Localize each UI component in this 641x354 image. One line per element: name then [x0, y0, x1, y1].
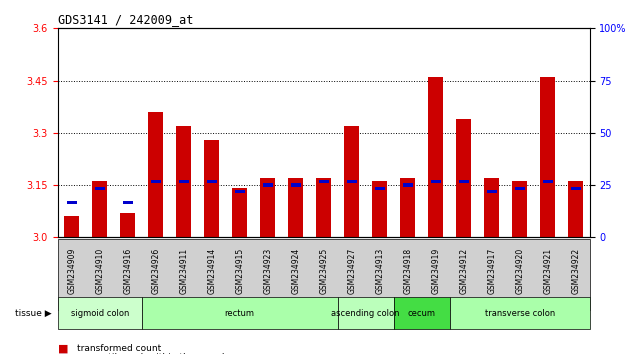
- Bar: [456, 119, 471, 237]
- Text: GSM234923: GSM234923: [263, 248, 272, 294]
- Bar: [431, 180, 441, 183]
- Bar: [288, 178, 303, 237]
- Bar: [122, 201, 133, 204]
- Bar: [515, 187, 525, 190]
- Bar: [291, 183, 301, 187]
- Text: GSM234922: GSM234922: [571, 248, 580, 294]
- Text: GSM234927: GSM234927: [347, 248, 356, 294]
- Bar: [92, 182, 108, 237]
- Text: tissue ▶: tissue ▶: [15, 309, 51, 318]
- Text: ■: ■: [58, 344, 68, 354]
- Bar: [540, 77, 555, 237]
- Bar: [319, 180, 329, 183]
- Text: GSM234913: GSM234913: [375, 248, 384, 294]
- Text: GSM234911: GSM234911: [179, 248, 188, 294]
- Text: GDS3141 / 242009_at: GDS3141 / 242009_at: [58, 13, 193, 26]
- Bar: [263, 183, 272, 187]
- Text: GSM234920: GSM234920: [515, 248, 524, 294]
- Bar: [206, 180, 217, 183]
- Bar: [148, 112, 163, 237]
- Text: GSM234909: GSM234909: [67, 248, 76, 294]
- Text: GSM234926: GSM234926: [151, 248, 160, 294]
- Bar: [400, 178, 415, 237]
- Bar: [459, 180, 469, 183]
- Bar: [120, 213, 135, 237]
- Bar: [543, 180, 553, 183]
- Text: GSM234915: GSM234915: [235, 248, 244, 294]
- Text: percentile rank within the sample: percentile rank within the sample: [77, 353, 230, 354]
- Bar: [375, 187, 385, 190]
- Text: rectum: rectum: [225, 309, 254, 318]
- Text: GSM234921: GSM234921: [543, 248, 552, 294]
- Text: GSM234916: GSM234916: [123, 248, 132, 294]
- Bar: [179, 180, 188, 183]
- Bar: [484, 178, 499, 237]
- Bar: [344, 126, 360, 237]
- Bar: [151, 180, 161, 183]
- Bar: [372, 182, 387, 237]
- Bar: [232, 188, 247, 237]
- Text: ■: ■: [58, 353, 68, 354]
- Text: GSM234919: GSM234919: [431, 248, 440, 294]
- Text: GSM234924: GSM234924: [291, 248, 300, 294]
- Bar: [204, 140, 219, 237]
- Text: GSM234914: GSM234914: [207, 248, 216, 294]
- Text: cecum: cecum: [408, 309, 436, 318]
- Bar: [347, 180, 356, 183]
- Text: GSM234917: GSM234917: [487, 248, 496, 294]
- Bar: [568, 182, 583, 237]
- Text: transverse colon: transverse colon: [485, 309, 555, 318]
- Bar: [570, 187, 581, 190]
- Bar: [176, 126, 192, 237]
- Text: ascending colon: ascending colon: [331, 309, 400, 318]
- Bar: [403, 183, 413, 187]
- Bar: [487, 190, 497, 194]
- Bar: [64, 216, 79, 237]
- Text: GSM234925: GSM234925: [319, 248, 328, 294]
- Text: GSM234910: GSM234910: [96, 248, 104, 294]
- Text: transformed count: transformed count: [77, 344, 161, 353]
- Bar: [512, 182, 528, 237]
- Text: GSM234918: GSM234918: [403, 248, 412, 294]
- Bar: [316, 178, 331, 237]
- Bar: [95, 187, 104, 190]
- Bar: [67, 201, 77, 204]
- Bar: [428, 77, 444, 237]
- Bar: [235, 190, 245, 194]
- Text: sigmoid colon: sigmoid colon: [71, 309, 129, 318]
- Bar: [260, 178, 276, 237]
- Text: GSM234912: GSM234912: [459, 248, 468, 294]
